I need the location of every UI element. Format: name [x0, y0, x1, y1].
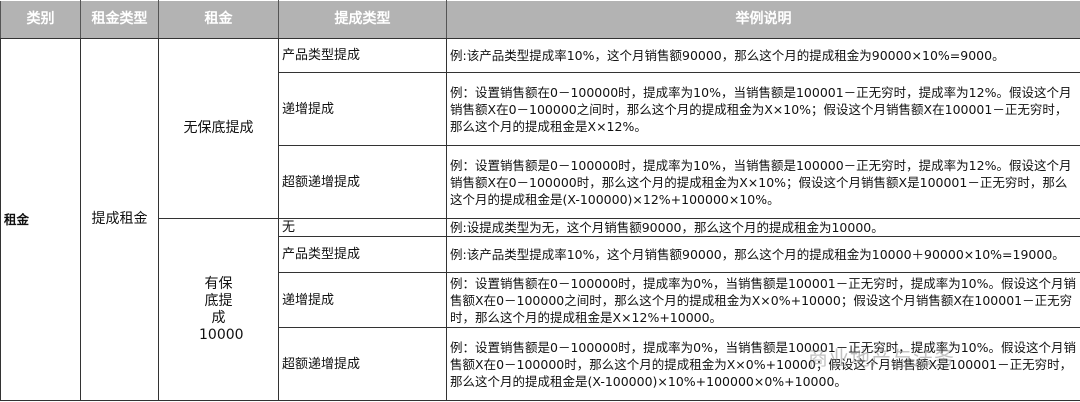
rent-cell: 有保底提成10000: [158, 218, 279, 401]
example-cell: 例：设置销售额是0－100000时，提成率为10%，当销售额是100000－正无…: [446, 145, 1080, 219]
rent-type-cell: 提成租金: [80, 38, 159, 401]
header-example: 举例说明: [446, 0, 1080, 39]
category-cell: 租金: [0, 38, 81, 401]
commission-type-cell: 超额递增提成: [278, 327, 447, 401]
example-cell: 例:该产品类型提成率10%，这个月销售额90000，那么这个月的提成租金为100…: [446, 236, 1080, 273]
table-row: 递增提成 例：设置销售额在0－100000时，提成率为10%，当销售额是1000…: [1, 72, 1080, 146]
example-cell: 例：设置销售额在0－100000时，提成率为0%，当销售额是100001－正无穷…: [446, 272, 1080, 328]
commission-type-cell: 无: [278, 218, 447, 237]
table-row: 超额递增提成 例：设置销售额是0－100000时，提成率为10%，当销售额是10…: [1, 145, 1080, 219]
commission-type-cell: 超额递增提成: [278, 145, 447, 219]
commission-type-cell: 递增提成: [278, 72, 447, 146]
commission-type-cell: 递增提成: [278, 272, 447, 328]
table-row: 递增提成 例：设置销售额在0－100000时，提成率为0%，当销售额是10000…: [1, 272, 1080, 328]
header-commission-type: 提成类型: [278, 0, 447, 39]
header-row: 类别 租金类型 租金 提成类型 举例说明: [0, 0, 1080, 39]
header-category: 类别: [0, 0, 81, 39]
example-cell: 例:该产品类型提成率10%，这个月销售额90000，那么这个月的提成租金为900…: [446, 38, 1080, 73]
commission-type-cell: 产品类型提成: [278, 236, 447, 273]
table-row: 有保底提成10000 无 例:设提成类型为无，这个月销售额90000，那么这个月…: [1, 218, 1080, 401]
header-rent-type: 租金类型: [80, 0, 159, 39]
table-row: 租金 提成租金 无保底提成 产品类型提成 例:该产品类型提成率10%，这个月销售…: [0, 38, 1080, 401]
table-row: 超额递增提成 例：设置销售额是0－100000时，提成率为0%，当销售额是100…: [1, 327, 1080, 401]
example-cell: 例:设提成类型为无，这个月销售额90000，那么这个月的提成租金为10000。: [446, 218, 1080, 237]
example-cell: 例：设置销售额在0－100000时，提成率为10%，当销售额是100001－正无…: [446, 72, 1080, 146]
commission-type-cell: 产品类型提成: [278, 38, 447, 73]
header-rent: 租金: [158, 0, 279, 39]
table-row: 产品类型提成 例:该产品类型提成率10%，这个月销售额90000，那么这个月的提…: [1, 236, 1080, 273]
rent-cell: 无保底提成: [158, 38, 279, 219]
example-cell: 例：设置销售额是0－100000时，提成率为0%，当销售额是100001－正无穷…: [446, 327, 1080, 401]
